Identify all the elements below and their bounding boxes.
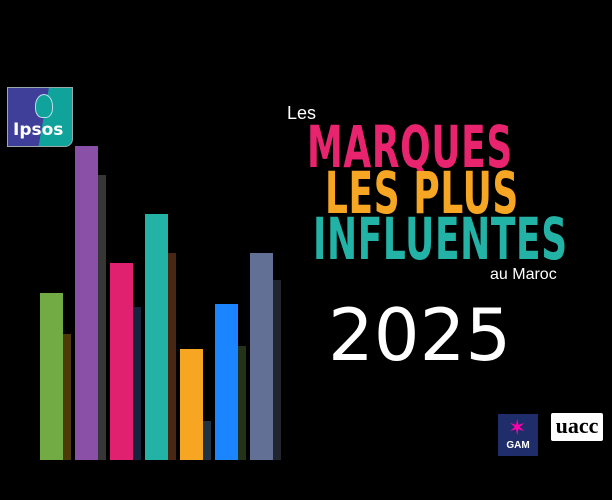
title-les-plus: LES PLUS bbox=[325, 159, 519, 227]
bar bbox=[180, 349, 203, 460]
title-au-maroc: au Maroc bbox=[490, 266, 557, 283]
title-les: Les bbox=[287, 103, 317, 123]
title-influentes: INFLUENTES bbox=[313, 205, 568, 273]
ipsos-head-icon bbox=[35, 94, 53, 118]
bar-shadow bbox=[63, 334, 71, 460]
bar-shadow bbox=[98, 175, 106, 460]
uacc-logo: uacc bbox=[551, 413, 603, 441]
title-year: 2025 bbox=[328, 293, 512, 377]
bar bbox=[40, 293, 63, 460]
bar-shadow bbox=[133, 307, 141, 460]
bar bbox=[110, 263, 133, 460]
bar bbox=[75, 146, 98, 460]
title-marques: MARQUES bbox=[307, 113, 513, 181]
gam-logo-text: GAM bbox=[506, 440, 530, 451]
bar-shadow bbox=[168, 253, 176, 460]
bar bbox=[215, 304, 238, 460]
bar bbox=[250, 253, 273, 460]
gam-star-icon: ✶ bbox=[508, 415, 527, 440]
bar bbox=[145, 214, 168, 460]
bar-shadow bbox=[273, 280, 281, 460]
ipsos-logo-text: Ipsos bbox=[13, 120, 64, 140]
ipsos-logo: Ipsos bbox=[7, 87, 73, 147]
bar-shadow bbox=[203, 421, 211, 460]
gam-logo: ✶ GAM bbox=[498, 414, 538, 456]
bar-shadow bbox=[238, 346, 246, 460]
